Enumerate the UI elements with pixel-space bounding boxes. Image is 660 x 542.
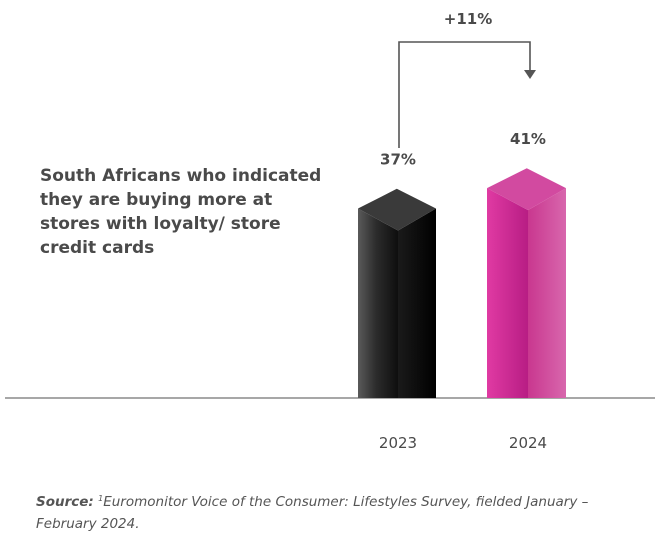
source-label: Source: bbox=[36, 494, 94, 510]
source-note: Source: 1Euromonitor Voice of the Consum… bbox=[36, 488, 636, 535]
source-text: Euromonitor Voice of the Consumer: Lifes… bbox=[36, 494, 589, 532]
bar-side-face bbox=[528, 188, 566, 398]
category-label-2024: 2024 bbox=[509, 434, 547, 452]
change-bracket bbox=[398, 41, 531, 148]
footnote-mark: 1 bbox=[98, 494, 104, 503]
value-labels: 37% 41% bbox=[380, 130, 546, 168]
bars-group bbox=[358, 168, 566, 398]
bar-front-face bbox=[358, 208, 398, 398]
chart-caption: South Africans who indicated they are bu… bbox=[40, 166, 322, 258]
arrow-down-icon bbox=[524, 70, 536, 79]
change-arrow bbox=[398, 41, 536, 148]
bar-top-face bbox=[358, 188, 436, 231]
category-labels: 2023 2024 bbox=[379, 434, 547, 452]
value-label-2023: 37% bbox=[380, 151, 416, 169]
bar-2023 bbox=[358, 188, 436, 398]
bar-2024 bbox=[487, 168, 566, 398]
category-label-2023: 2023 bbox=[379, 434, 417, 452]
bar-front-face bbox=[487, 188, 528, 398]
bar-side-face bbox=[398, 208, 436, 398]
change-label: +11% bbox=[444, 10, 492, 28]
value-label-2024: 41% bbox=[510, 130, 546, 148]
bar-top-face bbox=[487, 168, 566, 211]
